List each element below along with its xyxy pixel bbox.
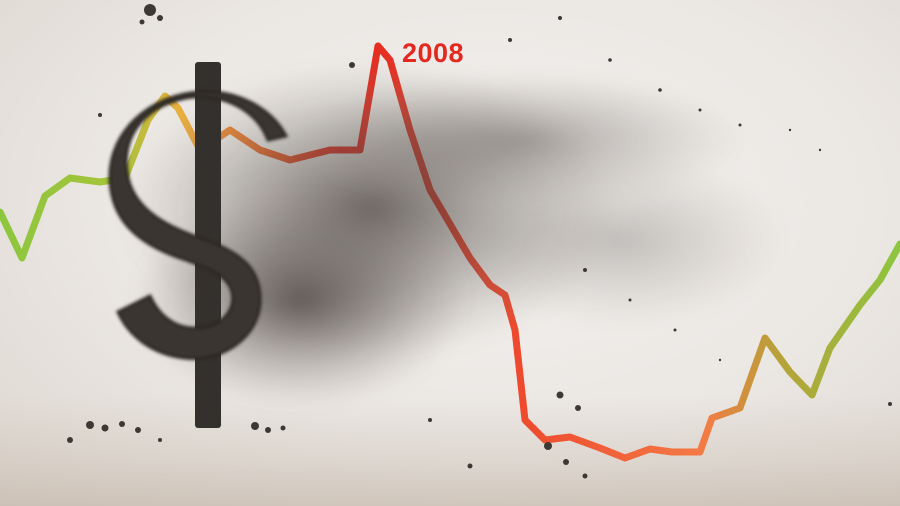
floor-shadow: [0, 395, 900, 506]
dust-particles: [67, 4, 892, 479]
year-label: 2008: [402, 38, 465, 68]
dollar-sign-icon: [108, 62, 289, 428]
